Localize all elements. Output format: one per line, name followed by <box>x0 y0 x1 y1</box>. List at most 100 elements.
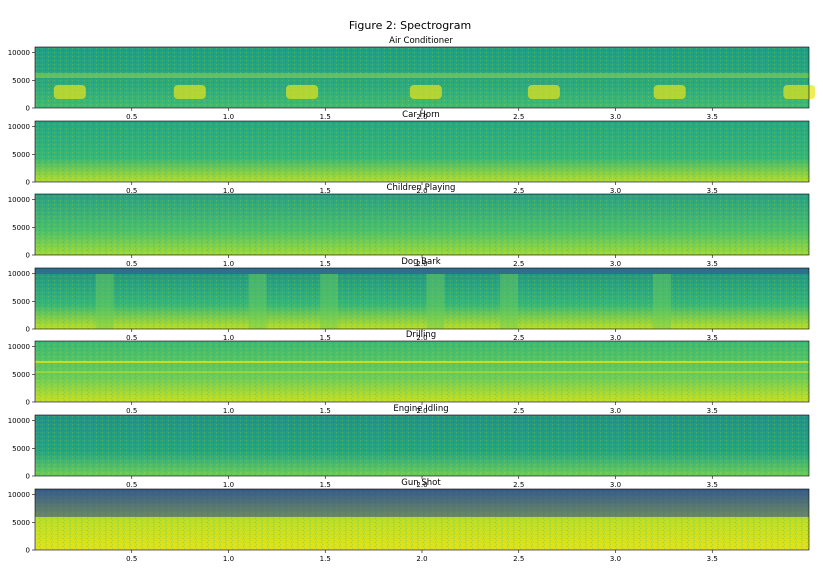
x-tick-label: 1.5 <box>320 555 331 563</box>
y-tick-label: 0 <box>26 399 30 407</box>
x-tick-label: 3.5 <box>707 407 718 415</box>
y-tick-label: 5000 <box>12 371 30 379</box>
x-tick-label: 2.5 <box>513 334 524 342</box>
bark-event <box>248 274 267 329</box>
y-tick-label: 0 <box>26 179 30 187</box>
x-tick-label: 3.5 <box>707 187 718 195</box>
panel: Engine Idling 0 5000 10000 0.5 1.0 1.5 2.0 2.5 3.… <box>8 404 810 489</box>
energy-burst <box>527 85 560 99</box>
bark-event <box>95 274 114 329</box>
x-tick-label: 1.0 <box>223 334 234 342</box>
x-tick-label: 1.5 <box>320 187 331 195</box>
x-tick-label: 2.5 <box>513 260 524 268</box>
y-tick-label: 0 <box>26 547 30 555</box>
x-tick-label: 2.0 <box>416 555 427 563</box>
x-tick-label: 3.0 <box>610 407 621 415</box>
x-tick-label: 3.0 <box>610 113 621 121</box>
y-tick-label: 10000 <box>8 343 30 351</box>
spectrogram-noise <box>35 194 809 255</box>
panel-title: Car Horn <box>402 110 440 120</box>
y-tick-label: 10000 <box>8 491 30 499</box>
tonal-line <box>35 371 809 373</box>
x-tick-label: 2.0 <box>416 260 427 268</box>
x-tick-label: 1.5 <box>320 113 331 121</box>
energy-burst <box>783 85 816 99</box>
x-tick-label: 3.0 <box>610 555 621 563</box>
panel: Gun Shot 0 5000 10000 0.5 1.0 1.5 2.0 2.5 3.0 3.5 <box>8 478 810 563</box>
bark-event <box>500 274 519 329</box>
x-tick-label: 2.0 <box>416 407 427 415</box>
y-tick-label: 0 <box>26 252 30 260</box>
x-tick-label: 0.5 <box>126 555 137 563</box>
x-tick-label: 2.0 <box>416 481 427 489</box>
y-tick-label: 5000 <box>12 445 30 453</box>
tonal-line <box>35 361 809 363</box>
y-tick-label: 0 <box>26 473 30 481</box>
x-tick-label: 3.0 <box>610 481 621 489</box>
y-tick-label: 5000 <box>12 519 30 527</box>
x-tick-label: 3.5 <box>707 113 718 121</box>
x-tick-label: 3.0 <box>610 334 621 342</box>
energy-burst <box>409 85 442 99</box>
high-band <box>35 268 809 274</box>
x-tick-label: 0.5 <box>126 481 137 489</box>
high-band <box>35 489 809 517</box>
x-tick-label: 0.5 <box>126 113 137 121</box>
x-tick-label: 1.5 <box>320 481 331 489</box>
y-tick-label: 5000 <box>12 77 30 85</box>
panel-title: Dog Bark <box>401 257 440 267</box>
x-tick-label: 1.5 <box>320 334 331 342</box>
energy-burst <box>53 85 86 99</box>
x-tick-label: 1.0 <box>223 481 234 489</box>
x-tick-label: 1.0 <box>223 113 234 121</box>
x-tick-label: 0.5 <box>126 260 137 268</box>
y-tick-label: 0 <box>26 326 30 334</box>
y-tick-label: 5000 <box>12 224 30 232</box>
panel: Drilling 0 5000 10000 0.5 1.0 1.5 2.0 2.5 3.0 3.5 <box>8 330 810 415</box>
energy-burst <box>286 85 319 99</box>
x-tick-label: 3.0 <box>610 260 621 268</box>
x-tick-label: 1.0 <box>223 555 234 563</box>
panel: Children Playing 0 5000 10000 0.5 1.0 1.5 2.0 2.… <box>8 183 810 268</box>
panel-title: Drilling <box>406 330 436 340</box>
y-tick-label: 10000 <box>8 196 30 204</box>
y-tick-label: 10000 <box>8 417 30 425</box>
x-tick-label: 3.0 <box>610 187 621 195</box>
panel: Car Horn 0 5000 10000 0.5 1.0 1.5 2.0 2.5 3.0 3.5 <box>8 110 810 195</box>
bark-event <box>652 274 671 329</box>
x-tick-label: 1.5 <box>320 260 331 268</box>
spectrogram-noise <box>35 121 809 182</box>
x-tick-label: 1.0 <box>223 260 234 268</box>
panel-title: Engine Idling <box>393 404 448 414</box>
spectrogram-noise <box>35 268 809 329</box>
y-tick-label: 10000 <box>8 123 30 131</box>
x-tick-label: 0.5 <box>126 334 137 342</box>
x-tick-label: 1.0 <box>223 187 234 195</box>
y-tick-label: 10000 <box>8 49 30 57</box>
x-tick-label: 1.0 <box>223 407 234 415</box>
x-tick-label: 2.5 <box>513 481 524 489</box>
x-tick-label: 0.5 <box>126 187 137 195</box>
x-tick-label: 2.0 <box>416 187 427 195</box>
x-tick-label: 2.5 <box>513 113 524 121</box>
panel: Air Conditioner 0 5000 10000 0.5 1.0 1.5 2.0 2.5… <box>8 36 816 121</box>
panel-title: Children Playing <box>387 183 456 193</box>
bark-event <box>426 274 445 329</box>
bark-event <box>320 274 339 329</box>
x-tick-label: 3.5 <box>707 260 718 268</box>
energy-burst <box>173 85 206 99</box>
energy-burst <box>653 85 686 99</box>
frequency-band <box>35 73 809 78</box>
x-tick-label: 1.5 <box>320 407 331 415</box>
panel-title: Gun Shot <box>401 478 441 488</box>
x-tick-label: 2.0 <box>416 113 427 121</box>
x-tick-label: 2.5 <box>513 407 524 415</box>
y-tick-label: 10000 <box>8 270 30 278</box>
x-tick-label: 3.5 <box>707 481 718 489</box>
panel: Dog Bark 0 5000 10000 0.5 1.0 1.5 2.0 2.5 3.0 3.5 <box>8 257 810 342</box>
figure-title: Figure 2: Spectrogram <box>349 19 471 32</box>
x-tick-label: 3.5 <box>707 334 718 342</box>
x-tick-label: 0.5 <box>126 407 137 415</box>
x-tick-label: 3.5 <box>707 555 718 563</box>
